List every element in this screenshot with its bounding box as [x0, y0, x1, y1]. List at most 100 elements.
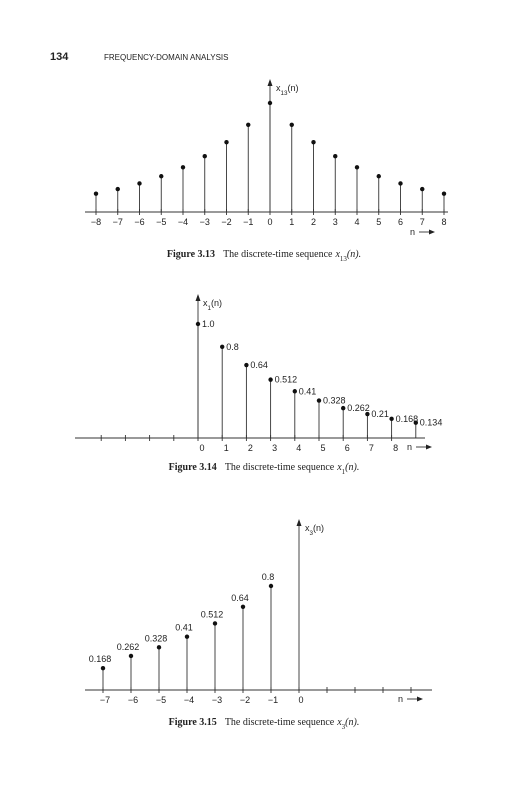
running-title: FREQUENCY-DOMAIN ANALYSIS — [104, 53, 228, 62]
caption-text: The discrete-time sequence — [225, 717, 335, 728]
caption-symbol-arg: (n). — [347, 249, 361, 260]
stem-marker — [220, 344, 225, 349]
x-tick-label: −5 — [156, 217, 166, 227]
figure-caption: Figure 3.13 The discrete-time sequence x13… — [167, 249, 361, 263]
value-label: 0.41 — [175, 623, 193, 633]
value-label: 0.8 — [262, 572, 275, 582]
y-axis-arrow — [195, 294, 201, 301]
x-tick-label: −7 — [113, 217, 123, 227]
x-tick-label: −2 — [221, 217, 231, 227]
stem-marker — [341, 405, 346, 411]
stem-marker — [441, 191, 447, 196]
y-axis-label: x3(n) — [305, 523, 324, 537]
value-label: 0.134 — [420, 418, 443, 428]
figure-label: Figure 3.13 — [167, 249, 215, 260]
x-tick-label: 0 — [298, 695, 303, 705]
x-tick-label: 0 — [267, 217, 272, 227]
x-axis-label: n — [398, 694, 403, 704]
stem-marker — [195, 321, 201, 327]
x-tick-label: 3 — [333, 217, 338, 227]
x-tick-label: 1 — [289, 217, 294, 227]
x-axis-arrow — [426, 444, 432, 450]
stem-marker — [180, 165, 186, 170]
y-axis-label: x13(n) — [276, 83, 299, 97]
x-tick-label: −4 — [184, 695, 194, 705]
x-tick-label: −6 — [134, 217, 144, 227]
caption-symbol-base: x — [334, 249, 340, 260]
stem-marker — [202, 153, 207, 159]
x-axis-label: n — [407, 442, 412, 452]
x-tick-label: −1 — [268, 695, 278, 705]
value-label: 0.512 — [201, 609, 224, 619]
x-tick-label: −2 — [240, 695, 250, 705]
stem-marker — [246, 122, 251, 128]
stem-marker — [316, 398, 322, 403]
stem-marker — [268, 583, 274, 589]
x-tick-label: 0 — [199, 443, 204, 453]
x-tick-label: −5 — [156, 695, 166, 705]
y-axis-arrow — [296, 519, 302, 526]
x-axis-arrow — [417, 696, 423, 702]
value-label: 0.64 — [250, 360, 268, 370]
y-axis-label-sub: 3 — [310, 530, 314, 537]
value-label: 0.64 — [231, 593, 249, 603]
caption-symbol-sub: 1 — [342, 468, 346, 476]
x-tick-label: 6 — [398, 217, 403, 227]
figure-label: Figure 3.14 — [169, 462, 217, 473]
x-tick-label: 6 — [345, 443, 350, 453]
figure-caption: Figure 3.14 The discrete-time sequence x1(… — [169, 462, 360, 476]
x-tick-label: −3 — [200, 217, 210, 227]
stem-marker — [224, 140, 229, 145]
stem-marker — [240, 604, 246, 609]
value-label: 0.41 — [299, 386, 317, 396]
caption-symbol-sub: 3 — [342, 723, 346, 731]
x-axis-arrow — [429, 229, 435, 235]
stem-marker — [268, 377, 273, 382]
stem-marker — [376, 174, 381, 179]
stem-marker — [137, 181, 142, 186]
caption-symbol-arg: (n). — [345, 717, 359, 728]
x-tick-label: 4 — [354, 217, 359, 227]
stem-marker — [389, 416, 394, 422]
y-axis-label-base: x — [276, 83, 281, 93]
stem-marker — [244, 362, 249, 368]
value-label: 0.168 — [396, 414, 419, 424]
y-axis-arrow — [267, 79, 273, 86]
caption-symbol-base: x — [336, 717, 342, 728]
x-tick-label: −7 — [100, 695, 110, 705]
y-axis-label-arg: (n) — [313, 523, 324, 533]
stem-marker — [292, 389, 297, 394]
x-tick-label: −8 — [91, 217, 101, 227]
x-tick-label: 5 — [320, 443, 325, 453]
caption-text: The discrete-time sequence — [223, 249, 333, 260]
x-tick-label: −4 — [178, 217, 188, 227]
x-tick-label: 2 — [248, 443, 253, 453]
x-tick-label: 5 — [376, 217, 381, 227]
x-tick-label: −1 — [243, 217, 253, 227]
stem-marker — [365, 411, 370, 417]
stem-marker — [156, 645, 162, 650]
x-tick-label: 1 — [224, 443, 229, 453]
value-label: 0.328 — [323, 396, 346, 406]
figure-caption: Figure 3.15 The discrete-time sequence x3(… — [169, 717, 360, 731]
stem-marker — [100, 665, 106, 671]
y-axis-label-arg: (n) — [288, 83, 299, 93]
value-label: 0.21 — [371, 409, 389, 419]
x-tick-label: −6 — [128, 695, 138, 705]
stem-marker — [184, 634, 190, 639]
stem-marker — [311, 140, 316, 145]
figure-label: Figure 3.15 — [169, 717, 217, 728]
x-tick-label: 8 — [393, 443, 398, 453]
caption-symbol-arg: (n). — [345, 462, 359, 473]
stem-marker — [398, 181, 403, 186]
x-tick-label: 3 — [272, 443, 277, 453]
stem-marker — [93, 191, 99, 196]
x-tick-label: 8 — [441, 217, 446, 227]
x-tick-label: 7 — [369, 443, 374, 453]
stem-marker — [354, 165, 360, 170]
stem-marker — [289, 122, 294, 128]
y-axis-label-base: x — [305, 523, 310, 533]
y-axis-label-sub: 1 — [208, 305, 212, 312]
y-axis-label-arg: (n) — [211, 298, 222, 308]
